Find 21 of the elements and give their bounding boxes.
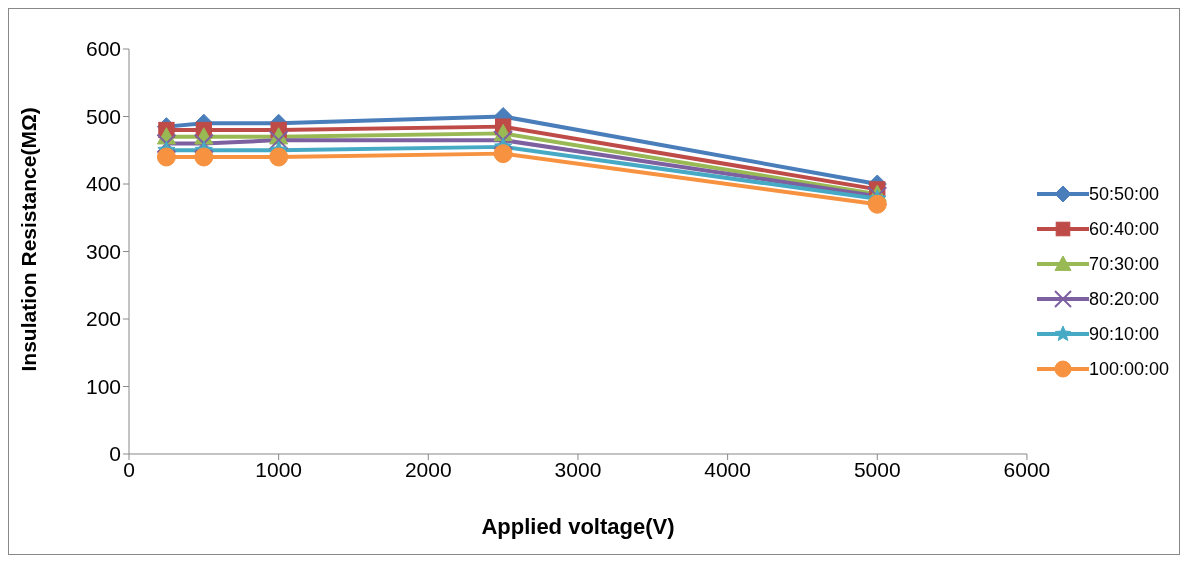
x-axis-title: Applied voltage(V) [481, 514, 675, 539]
y-axis-title: Insulation Resistance(MΩ) [17, 107, 41, 372]
x-tick-label: 4000 [704, 457, 751, 481]
y-tick-label: 100 [85, 374, 121, 398]
legend-label: 60:40:00 [1088, 218, 1159, 240]
y-tick-label: 500 [85, 104, 121, 128]
legend-label: 70:30:00 [1088, 253, 1159, 275]
x-tick-label: 1000 [255, 457, 303, 481]
y-tick-label: 400 [85, 172, 121, 196]
y-tick-label: 0 [109, 442, 121, 466]
y-tick-label: 600 [85, 37, 121, 61]
y-tick-label: 300 [85, 239, 121, 263]
legend-label: 80:20:00 [1088, 288, 1159, 310]
x-tick-label: 5000 [853, 457, 901, 481]
legend-label: 100:00:00 [1088, 358, 1169, 380]
legend-label: 50:50:00 [1088, 183, 1159, 205]
x-tick-label: 3000 [554, 457, 602, 481]
x-tick-label: 6000 [1003, 457, 1051, 481]
y-tick-label: 200 [85, 307, 121, 331]
x-tick-label: 2000 [404, 457, 452, 481]
legend-label: 90:10:00 [1088, 323, 1159, 345]
